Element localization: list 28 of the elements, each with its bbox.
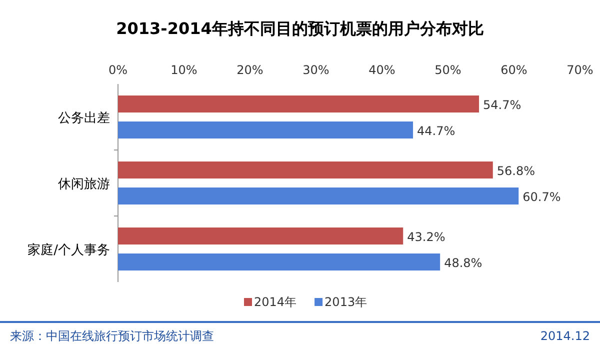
bar xyxy=(118,228,404,244)
data-label: 48.8% xyxy=(444,256,482,270)
bar xyxy=(118,188,519,204)
x-tick-label: 60% xyxy=(500,63,528,77)
y-tick-label: 公务出差 xyxy=(58,111,110,126)
legend-label: 2014年 xyxy=(254,295,297,309)
y-tick-label: 家庭/个人事务 xyxy=(28,242,110,258)
data-label: 54.7% xyxy=(483,98,522,112)
bar xyxy=(118,254,440,270)
x-tick-label: 20% xyxy=(236,63,264,77)
bar xyxy=(118,162,493,178)
data-label: 56.8% xyxy=(496,164,536,178)
bar xyxy=(118,96,480,112)
source-note: 来源：中国在线旅行预订市场统计调查 xyxy=(10,329,214,343)
text: 2014.12 xyxy=(540,329,590,343)
data-label: 44.7% xyxy=(417,124,456,138)
chart-title: 2013-2014年持不同目的预订机票的用户分布对比 xyxy=(116,19,484,38)
x-tick-label: 50% xyxy=(434,63,462,77)
x-tick-label: 30% xyxy=(302,63,330,77)
bar xyxy=(118,122,414,138)
x-tick-label: 40% xyxy=(368,63,396,77)
y-tick-label: 休闲旅游 xyxy=(58,177,110,192)
x-tick-label: 70% xyxy=(566,63,594,77)
data-label: 43.2% xyxy=(407,230,446,244)
data-label: 60.7% xyxy=(522,190,561,204)
legend-label: 2013年 xyxy=(324,295,368,309)
x-tick-label: 10% xyxy=(170,63,198,77)
x-tick-label: 0% xyxy=(108,63,128,77)
